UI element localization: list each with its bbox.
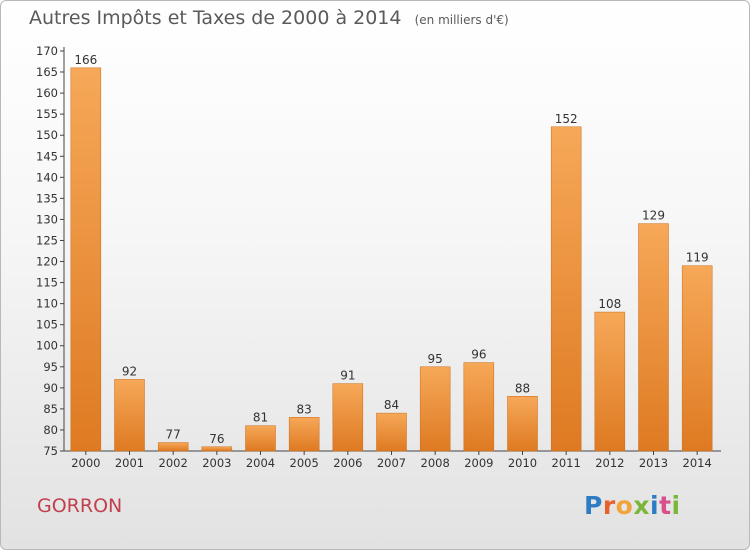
bar-value-label: 84 (384, 398, 399, 412)
y-tick-label: 75 (43, 444, 58, 458)
x-tick-label: 2004 (246, 456, 275, 470)
x-tick-label: 2011 (552, 456, 581, 470)
chart-subtitle: (en milliers d'€) (414, 13, 509, 27)
bar (114, 379, 145, 452)
y-tick-label: 80 (43, 423, 58, 437)
bar-value-label: 83 (297, 402, 312, 416)
y-tick-label: 160 (36, 86, 58, 100)
y-tick-label: 85 (43, 402, 58, 416)
logo-letter: i (650, 491, 660, 520)
x-tick-label: 2013 (639, 456, 668, 470)
bar-value-label: 129 (642, 209, 665, 223)
bar (376, 412, 407, 452)
bar-value-label: 77 (166, 428, 181, 442)
y-tick-label: 115 (36, 276, 58, 290)
x-tick-label: 2009 (464, 456, 493, 470)
x-tick-label: 2001 (115, 456, 144, 470)
x-tick-label: 2000 (71, 456, 100, 470)
bar (201, 446, 233, 452)
bar (70, 67, 102, 452)
y-tick-label: 105 (36, 318, 58, 332)
x-tick-label: 2002 (159, 456, 188, 470)
x-tick-label: 2008 (421, 456, 450, 470)
y-tick-label: 165 (36, 65, 58, 79)
y-tick-label: 110 (36, 297, 58, 311)
bar (157, 442, 189, 452)
logo-letter: o (615, 491, 634, 520)
y-tick-label: 95 (43, 360, 58, 374)
x-tick-label: 2010 (508, 456, 537, 470)
bar-value-label: 95 (428, 352, 443, 366)
y-tick-label: 125 (36, 233, 58, 247)
bar-value-label: 88 (515, 381, 530, 395)
y-tick-label: 150 (36, 128, 58, 142)
y-tick-label: 90 (43, 381, 58, 395)
bar-value-label: 76 (209, 432, 224, 446)
logo-letter: P (584, 491, 603, 520)
chart-title: Autres Impôts et Taxes de 2000 à 2014 (29, 7, 402, 29)
x-tick-label: 2012 (595, 456, 624, 470)
proxiti-logo: Proxiti (584, 491, 681, 520)
x-tick-label: 2014 (683, 456, 712, 470)
x-tick-label: 2005 (290, 456, 319, 470)
logo-letter: i (671, 491, 681, 520)
y-tick-label: 130 (36, 212, 58, 226)
commune-name: GORRON (37, 495, 123, 517)
bar (507, 396, 538, 452)
bar-value-label: 166 (74, 53, 97, 67)
bar (638, 223, 669, 452)
y-tick-label: 155 (36, 107, 58, 121)
bar-value-label: 119 (686, 251, 709, 265)
bar (550, 126, 582, 452)
bar-value-label: 92 (122, 364, 137, 378)
y-tick-label: 140 (36, 170, 58, 184)
y-tick-label: 170 (36, 44, 58, 58)
logo-letter: r (602, 491, 616, 520)
bar-value-label: 91 (340, 369, 355, 383)
logo-letter: t (659, 491, 672, 520)
bar (419, 366, 451, 452)
bar (681, 265, 713, 452)
x-tick-label: 2006 (333, 456, 362, 470)
x-tick-label: 2007 (377, 456, 406, 470)
bar-value-label: 108 (598, 297, 621, 311)
x-tick-label: 2003 (202, 456, 231, 470)
bar (245, 425, 276, 452)
y-tick-label: 135 (36, 191, 58, 205)
bar-value-label: 96 (471, 348, 486, 362)
y-tick-label: 120 (36, 255, 58, 269)
bar-value-label: 152 (555, 112, 578, 126)
bar (594, 311, 626, 452)
y-tick-label: 145 (36, 149, 58, 163)
bar (332, 383, 364, 452)
y-tick-label: 100 (36, 339, 58, 353)
bar (463, 362, 495, 452)
logo-letter: x (633, 491, 650, 520)
chart-title-group: Autres Impôts et Taxes de 2000 à 2014 (e… (29, 7, 509, 29)
bar (288, 417, 320, 452)
bar-value-label: 81 (253, 411, 268, 425)
